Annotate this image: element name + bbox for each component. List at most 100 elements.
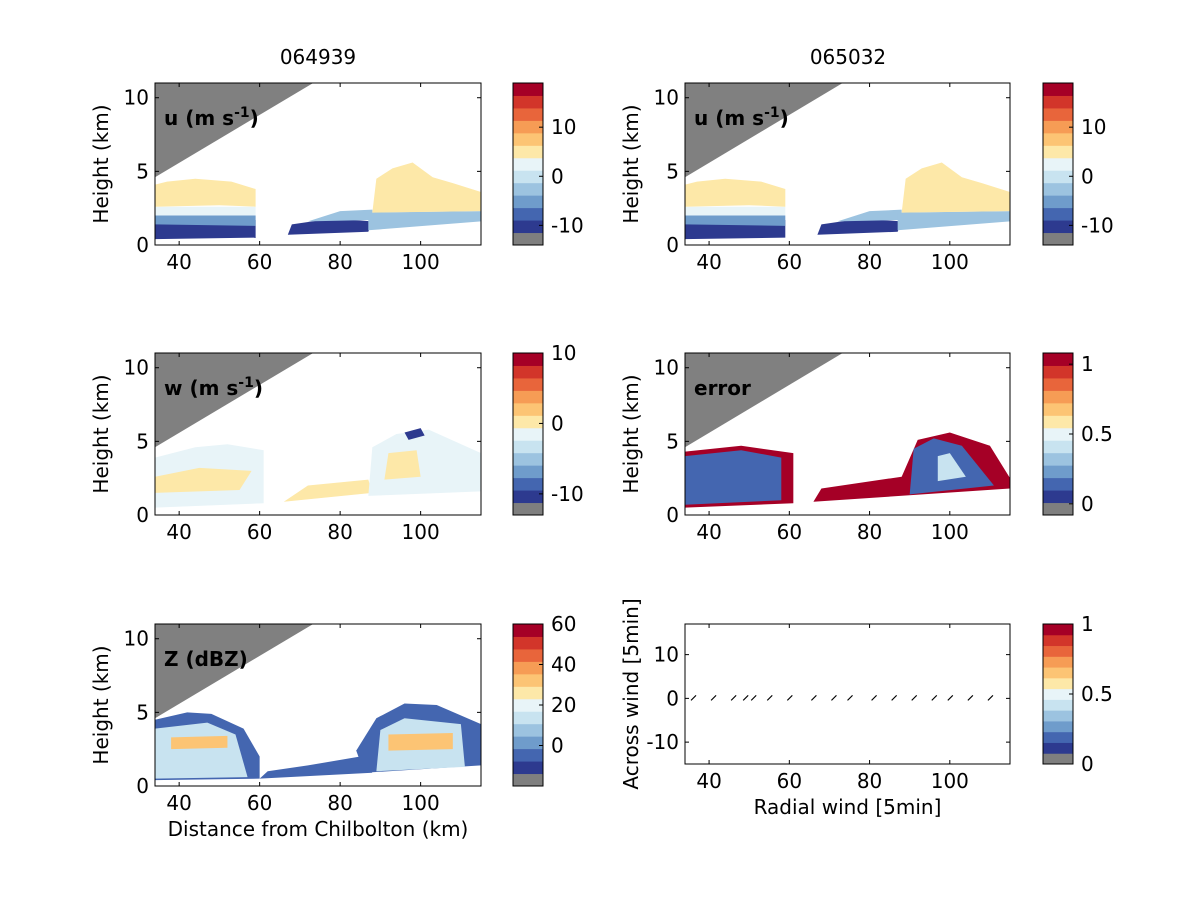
panel-error-065032: 40 60 80 100 0 5 10 Height (km) error 0 0.5 1 <box>619 352 1113 544</box>
colorbar-segment <box>513 145 543 159</box>
colorbar-segment <box>513 157 543 171</box>
wind-vector <box>750 694 757 701</box>
wind-vector <box>742 694 749 701</box>
x-tick-label: 100 <box>402 250 440 274</box>
u-mid-neg <box>287 218 373 235</box>
Z-core-left <box>171 735 228 750</box>
u-cloud-right <box>372 162 481 213</box>
colorbar-tick-label: 10 <box>1081 115 1106 139</box>
axes-frame <box>684 352 1011 516</box>
colorbar-tick-label: 0.5 <box>1081 682 1113 706</box>
colorbar-segment <box>513 195 543 209</box>
colorbar-segment <box>1043 720 1073 733</box>
u-band-zero <box>685 206 786 216</box>
x-tick-label: 100 <box>931 769 969 793</box>
axes-frame <box>154 623 482 787</box>
colorbar-segment <box>1043 120 1073 134</box>
colorbar-segment <box>513 636 543 650</box>
panel-label-main: error <box>694 376 751 400</box>
x-tick-label: 80 <box>857 769 882 793</box>
wind-vector <box>871 694 878 701</box>
y-tick-label: 5 <box>136 700 149 724</box>
colorbar-tick-label: -10 <box>1081 213 1114 237</box>
colorbar-segment <box>1043 353 1073 366</box>
u-mid-neg <box>817 218 902 235</box>
colorbar-tick-label: 0 <box>1081 164 1094 188</box>
plot-area <box>685 624 1010 764</box>
u-cloud-right <box>901 162 1010 213</box>
colorbar-segment <box>513 120 543 134</box>
wind-vector <box>891 694 898 701</box>
panel-label: error <box>694 376 751 400</box>
x-tick-label: 100 <box>402 520 440 544</box>
x-tick-label: 60 <box>247 520 272 544</box>
colorbar-segment <box>513 182 543 196</box>
colorbar-segment <box>513 415 543 429</box>
below-beam <box>685 500 1010 515</box>
panel-label: Z (dBZ) <box>164 647 248 671</box>
w-downdraft-top <box>404 428 425 440</box>
colorbar-tick-label: 0 <box>1081 492 1094 516</box>
panel-label-close: ) <box>254 376 263 400</box>
y-tick-label: 0 <box>136 233 149 257</box>
wind-vector <box>911 694 918 701</box>
colorbar-segment <box>1043 132 1073 146</box>
colorbar-frame <box>512 82 544 246</box>
colorbar-segment <box>1043 107 1073 121</box>
y-tick-label: 10 <box>654 356 679 380</box>
x-axis-label: Distance from Chilbolton (km) <box>168 817 469 841</box>
colorbar-segment <box>513 207 543 221</box>
column-title-left: 064939 <box>280 45 356 69</box>
wind-vector <box>710 694 717 701</box>
u-cloud-left <box>685 178 786 207</box>
wind-vector <box>786 694 793 701</box>
y-axis-label: Across wind [5min] <box>619 598 643 789</box>
y-axis-label: Height (km) <box>619 104 643 223</box>
colorbar-segment <box>1043 145 1073 159</box>
colorbar-segment <box>513 673 543 687</box>
colorbar-segment <box>513 390 543 404</box>
colorbar-segment <box>1043 465 1073 479</box>
colorbar-segment <box>513 83 543 96</box>
u-mid-weak <box>307 209 373 222</box>
panel-label-main: w (m s <box>164 376 238 400</box>
column-title-right: 065032 <box>810 45 886 69</box>
x-tick-label: 60 <box>247 250 272 274</box>
colorbar-segment <box>1043 452 1073 466</box>
wind-vector <box>810 694 817 701</box>
colorbar-segment <box>1043 634 1073 647</box>
field-error-065032 <box>685 353 1010 515</box>
below-beam <box>155 771 481 786</box>
panel-u-064939: 40 60 80 100 0 5 10 Height (km) u (m s-1) -10 0 10 <box>89 82 584 274</box>
x-tick-label: 80 <box>327 520 352 544</box>
colorbar-segment <box>1043 699 1073 711</box>
colorbar-segment <box>513 232 543 246</box>
y-tick-label: 10 <box>124 86 149 110</box>
u-band-zero <box>155 206 256 216</box>
colorbar-segment <box>1043 207 1073 221</box>
colorbar-segment <box>513 698 543 712</box>
colorbar-segment <box>1043 83 1073 96</box>
panel-label: w (m s-1) <box>164 375 263 400</box>
colorbar-tick-label: 0 <box>551 411 564 435</box>
colorbar-segment <box>1043 365 1073 379</box>
x-tick-label: 100 <box>931 250 969 274</box>
wind-vector <box>766 694 773 701</box>
colorbar-segment <box>513 220 543 234</box>
colorbar-tick-label: -10 <box>551 213 584 237</box>
x-tick-label: 80 <box>857 520 882 544</box>
panel-label-sup: -1 <box>764 105 780 121</box>
w-updraft-left <box>155 467 252 493</box>
x-tick-label: 40 <box>166 791 191 815</box>
y-tick-label: 5 <box>136 159 149 183</box>
Z-core-right <box>388 732 453 751</box>
y-tick-label: 0 <box>136 774 149 798</box>
axes-frame <box>154 82 482 246</box>
colorbar-segment <box>513 761 543 775</box>
colorbar-segment <box>1043 667 1073 679</box>
colorbar-segment <box>513 490 543 504</box>
x-tick-label: 40 <box>166 250 191 274</box>
y-axis-label: Height (km) <box>89 104 113 223</box>
field-Z-064939 <box>155 624 481 786</box>
